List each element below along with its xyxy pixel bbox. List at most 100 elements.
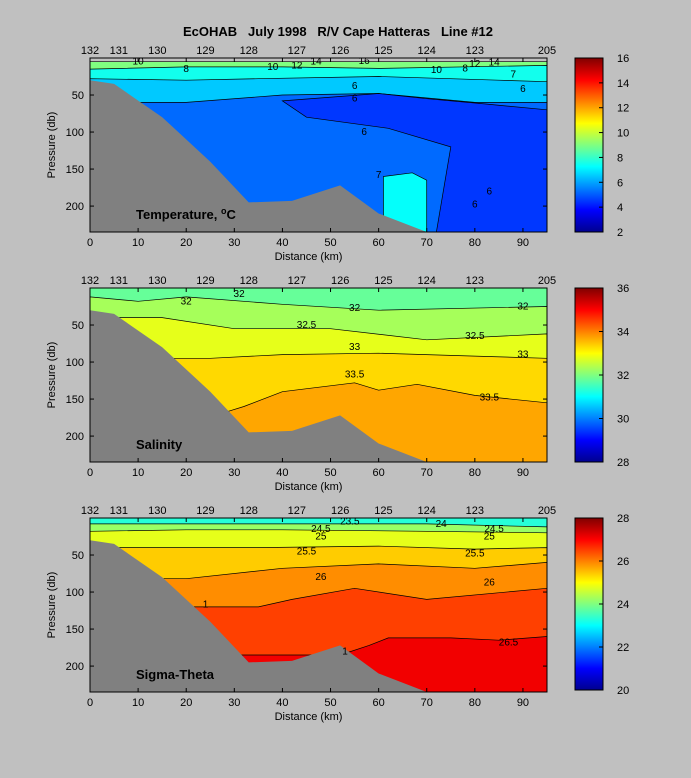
x-tick-label: 50 [324,697,336,709]
y-tick-label: 150 [66,624,84,636]
x-tick-label: 60 [373,697,385,709]
colorbar: 20 22 24 26 28 [574,513,629,697]
contour-label: 26 [315,572,327,583]
contour-label: 23.5 [340,517,360,528]
station-label: 131 [110,505,128,517]
seafloor [90,80,427,232]
x-tick-label: 50 [324,237,336,249]
plot-area: 32 32 32 32 32.5 32.5 33 33 33.5 33.5 [90,288,547,462]
y-axis-label: Pressure (db) [46,572,58,639]
contour-label: 32.5 [465,331,485,342]
colorbar-tick-label: 20 [617,685,629,697]
contour-label: 7 [511,69,517,80]
x-tick-label: 10 [132,237,144,249]
x-tick-label: 80 [469,237,481,249]
station-label: 130 [148,45,166,57]
contour-label: 32 [517,302,529,313]
y-tick-label: 200 [66,201,84,213]
chart-panel-2: 32 32 32 32 32.5 32.5 33 33 33.5 33.5 Salinity 0 10 2… [46,275,629,493]
contour-label: 8 [183,64,189,75]
x-tick-label: 90 [517,237,529,249]
y-axis-label: Pressure (db) [46,342,58,409]
x-tick-label: 70 [421,237,433,249]
contour-label: 6 [352,94,358,105]
contour-label: 33 [349,342,361,353]
contour-label: 33 [517,350,529,361]
station-label: 131 [110,275,128,287]
contour-label: 6 [352,81,358,92]
x-tick-label: 20 [180,467,192,479]
colorbar: 2 4 6 8 10 12 14 16 [574,53,629,239]
y-tick-label: 100 [66,357,84,369]
contour-label: 10 [267,62,279,73]
y-tick-label: 100 [66,127,84,139]
x-tick-label: 70 [421,697,433,709]
y-tick-label: 50 [72,320,84,332]
x-tick-label: 20 [180,697,192,709]
colorbar-tick-label: 2 [617,227,623,239]
y-axis-label: Pressure (db) [46,112,58,179]
contour-label: 8 [462,63,468,74]
x-tick-label: 30 [228,697,240,709]
colorbar-gradient [574,57,604,233]
station-label: 123 [466,45,484,57]
x-tick-label: 80 [469,697,481,709]
x-tick-label: 10 [132,697,144,709]
y-tick-label: 50 [72,550,84,562]
station-label: 205 [538,45,556,57]
station-label: 205 [538,505,556,517]
x-tick-label: 40 [276,697,288,709]
x-tick-label: 0 [87,467,93,479]
x-tick-label: 0 [87,237,93,249]
panel-label: Temperature, oC [136,206,237,222]
station-label: 130 [148,505,166,517]
station-label: 132 [81,45,99,57]
contour-label: 6 [361,127,367,138]
station-label: 125 [374,275,392,287]
colorbar: 28 30 32 34 36 [574,283,629,469]
colorbar-tick-label: 26 [617,556,629,568]
x-tick-label: 90 [517,467,529,479]
contour-label: 24.5 [311,524,331,535]
station-label: 123 [466,275,484,287]
station-label: 129 [196,275,214,287]
panel-label: Salinity [136,437,183,452]
station-label: 125 [374,45,392,57]
contour-label: 7 [376,170,382,181]
contour-label: 32 [234,289,246,300]
contour-label: 12 [291,60,303,71]
colorbar-tick-label: 22 [617,642,629,654]
station-label: 128 [240,505,258,517]
x-tick-label: 40 [276,237,288,249]
colorbar-tick-label: 24 [617,599,629,611]
station-label: 125 [374,505,392,517]
colorbar-tick-label: 36 [617,283,629,295]
seafloor [90,310,427,462]
x-tick-label: 30 [228,467,240,479]
contour-label: 1 [203,600,209,611]
contour-patch [281,93,547,232]
contour-label: 33.5 [345,370,365,381]
x-tick-label: 0 [87,697,93,709]
x-tick-label: 20 [180,237,192,249]
contour-label: 14 [311,57,323,68]
station-label: 128 [240,275,258,287]
station-label: 132 [81,275,99,287]
station-label: 126 [331,45,349,57]
contour-label: 33.5 [480,393,500,404]
x-tick-label: 80 [469,467,481,479]
axes-frame [89,57,548,233]
colorbar-tick-label: 30 [617,414,629,426]
colorbar-tick-label: 14 [617,78,629,90]
colorbar-tick-label: 28 [617,513,629,525]
x-tick-label: 30 [228,237,240,249]
colorbar-tick-label: 8 [617,152,623,164]
contour-label: 1 [342,646,348,657]
station-label: 127 [288,45,306,57]
contour-label: 32 [349,303,361,314]
station-label: 129 [196,505,214,517]
x-tick-label: 40 [276,467,288,479]
